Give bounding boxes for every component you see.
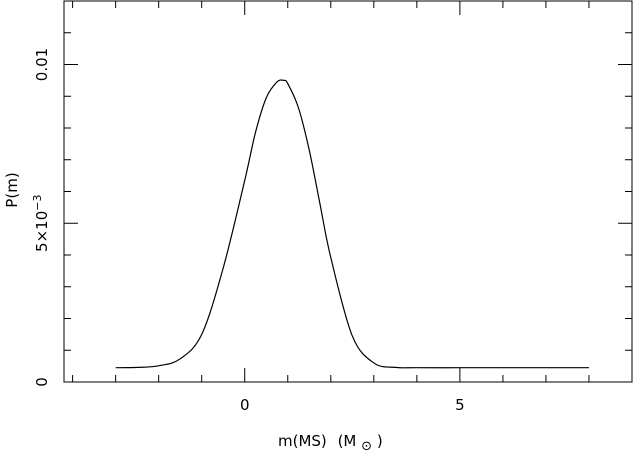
series-line [115, 79, 589, 369]
y-tick-labels: 0 5×10−3 0.01 [31, 48, 51, 387]
x-axis-label-text: m(MS) [278, 432, 327, 450]
tick-marks [64, 0, 633, 383]
y-tick-label: 0.01 [33, 48, 51, 81]
sun-symbol: ⊙ [361, 439, 372, 454]
x-axis-label-unit-close: ) [377, 432, 383, 450]
x-tick-label: 0 [240, 396, 250, 414]
x-axis-label-unit: (M [338, 432, 357, 450]
x-axis-label: m(MS) (M ⊙ ) [278, 432, 383, 454]
x-tick-label: 5 [455, 396, 465, 414]
y-axis-label: P(m) [3, 172, 21, 207]
y-tick-label: 0 [33, 377, 51, 387]
y-tick-label: 5×10−3 [31, 195, 51, 252]
